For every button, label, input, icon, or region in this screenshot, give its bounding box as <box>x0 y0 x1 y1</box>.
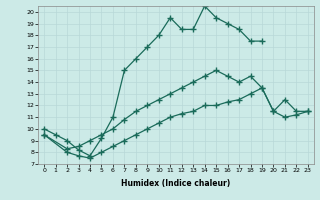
X-axis label: Humidex (Indice chaleur): Humidex (Indice chaleur) <box>121 179 231 188</box>
